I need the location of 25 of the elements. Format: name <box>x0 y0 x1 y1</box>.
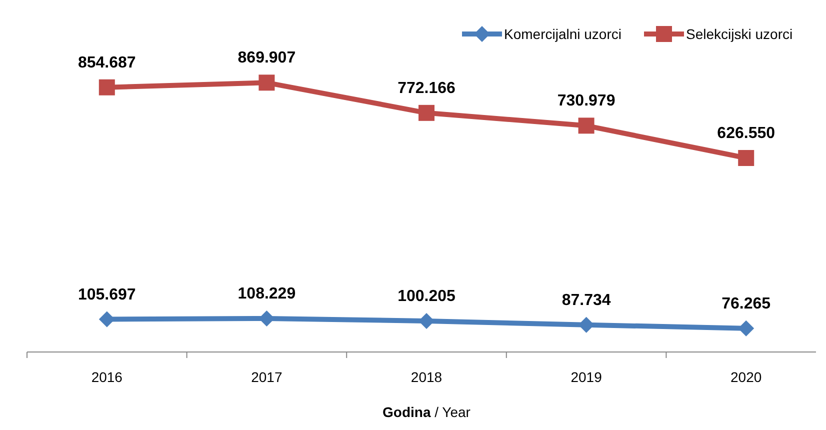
legend-label: Selekcijski uzorci <box>686 26 793 42</box>
data-label: 100.205 <box>398 288 456 305</box>
data-label: 108.229 <box>238 285 296 302</box>
point <box>738 320 754 336</box>
x-tick-label: 2017 <box>251 369 282 385</box>
data-label: 854.687 <box>78 54 136 72</box>
x-tick-label: 2018 <box>410 369 442 385</box>
x-tick-label: 2020 <box>730 369 762 385</box>
data-label: 869.907 <box>238 50 296 67</box>
x-tick-label: 2016 <box>91 369 123 385</box>
legend-label: Komercijalni uzorci <box>504 26 622 42</box>
point <box>258 74 275 91</box>
point <box>418 312 434 329</box>
x-tick-label: 2019 <box>570 369 602 385</box>
data-label: 772.166 <box>398 80 456 97</box>
point <box>98 79 115 96</box>
point <box>418 104 434 121</box>
data-label: 76.265 <box>722 295 771 312</box>
point <box>738 150 754 166</box>
data-label: 730.979 <box>557 92 616 110</box>
data-label: 626.550 <box>717 124 776 142</box>
data-label: 105.697 <box>78 286 136 304</box>
data-label: 87.734 <box>562 292 611 309</box>
x-axis-title: Godina / Year <box>382 404 471 420</box>
point <box>578 118 594 134</box>
